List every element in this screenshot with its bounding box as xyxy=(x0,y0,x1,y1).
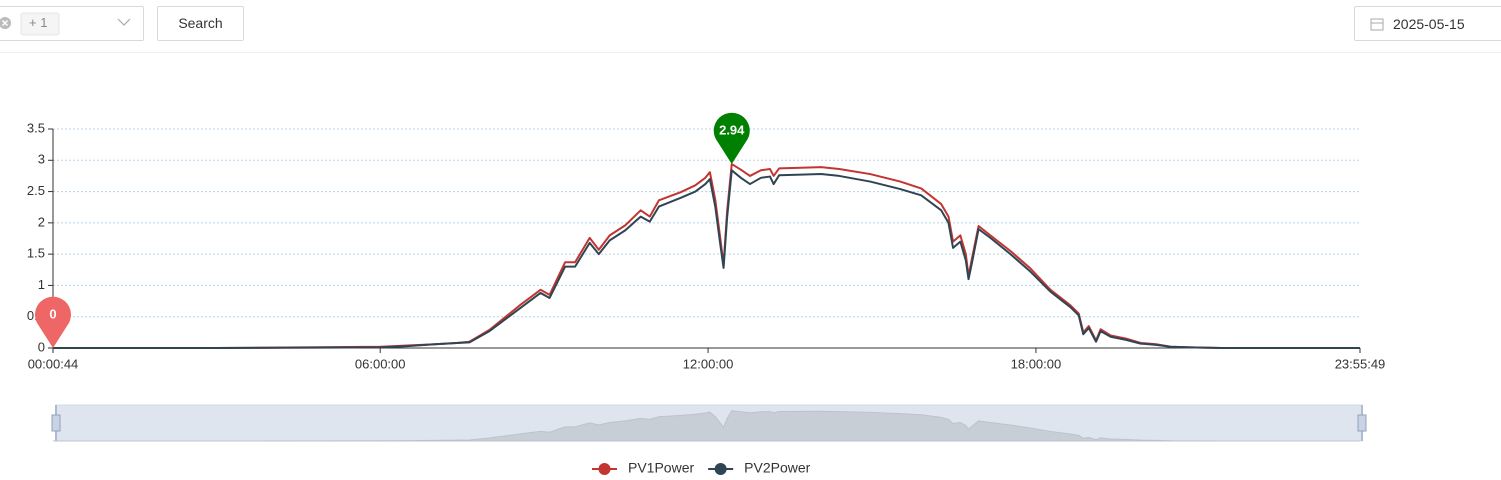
legend-label: PV1Power xyxy=(628,460,694,476)
legend-dot xyxy=(598,463,611,475)
clear-cross xyxy=(1,19,9,27)
zoom-handle[interactable] xyxy=(51,414,61,432)
mark-pin xyxy=(35,296,72,348)
zoom-handle[interactable] xyxy=(1357,414,1367,432)
date-value: 2025-05-15 xyxy=(1393,16,1465,32)
legend-dot xyxy=(714,463,727,475)
zoom-slider xyxy=(55,404,1363,442)
x-tick-label: 00:00:44 xyxy=(28,356,79,371)
x-tick-label: 06:00:00 xyxy=(355,356,406,371)
select-tag: + 1 xyxy=(29,15,48,30)
date-picker[interactable]: 2025-05-15 xyxy=(1354,6,1501,41)
legend-label: PV2Power xyxy=(744,460,810,476)
search-button[interactable]: Search xyxy=(157,6,244,41)
tag-box xyxy=(20,12,60,36)
x-tick-label: 12:00:00 xyxy=(683,356,734,371)
y-tick-label: 2.5 xyxy=(27,183,45,198)
select-decor xyxy=(0,12,131,36)
y-tick-label: 3 xyxy=(38,152,45,167)
series-line xyxy=(53,163,1360,349)
series-line xyxy=(53,169,1360,349)
y-tick-label: 3.5 xyxy=(27,120,45,135)
divider xyxy=(0,52,1501,53)
y-tick-label: 0 xyxy=(38,339,45,354)
calendar-frame xyxy=(1370,18,1384,31)
chevron xyxy=(117,18,131,26)
y-tick-label: 2 xyxy=(38,214,45,229)
mark-label: 0 xyxy=(49,306,56,321)
y-tick-label: 1.5 xyxy=(27,246,45,261)
x-tick-label: 23:55:49 xyxy=(1335,356,1386,371)
mark-pin xyxy=(713,112,750,165)
calendar-icon xyxy=(1370,18,1384,31)
y-tick-label: 0.5 xyxy=(27,308,45,323)
station-select[interactable]: + 1 xyxy=(0,6,144,41)
x-tick-label: 18:00:00 xyxy=(1011,356,1062,371)
mark-label: 2.94 xyxy=(719,122,745,137)
y-tick-label: 1 xyxy=(38,277,45,292)
zoom-preview xyxy=(53,410,1360,442)
